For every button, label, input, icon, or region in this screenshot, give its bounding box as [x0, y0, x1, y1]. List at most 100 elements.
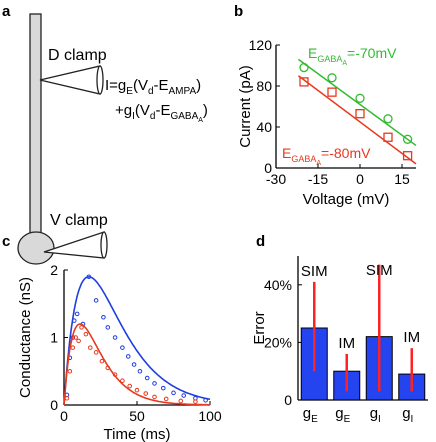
data-point-blue — [112, 335, 118, 340]
y-axis-label: Error — [251, 311, 268, 344]
d-clamp-label: D clamp — [48, 47, 107, 64]
data-point-red — [120, 378, 125, 384]
x-category-label-1: gE — [335, 405, 350, 425]
y-tick-label: 120 — [249, 37, 273, 53]
data-point-red — [134, 387, 140, 393]
panel-a-letter: a — [2, 3, 11, 20]
data-point-green — [383, 114, 393, 124]
y-tick-label: 0 — [284, 392, 292, 408]
soma — [17, 231, 55, 265]
panel-c-letter: c — [2, 233, 10, 250]
data-point-red — [127, 383, 132, 389]
panel-b-letter: b — [234, 3, 243, 20]
data-point-red — [87, 345, 93, 350]
y-tick-label: 40 — [256, 119, 272, 135]
y-axis-label: Conductance (nS) — [17, 277, 34, 398]
data-point-red — [64, 395, 70, 401]
bar-tag-3: IM — [403, 329, 420, 346]
data-point-blue — [71, 318, 77, 323]
data-point-red — [73, 335, 78, 340]
data-point-red — [79, 325, 84, 330]
dendrite — [29, 13, 42, 235]
data-point-blue — [181, 393, 187, 398]
x-tick-label: -30 — [266, 171, 286, 187]
data-point-blue — [203, 397, 208, 403]
bar-tag-0: SIM — [301, 263, 328, 280]
y-tick-label: 0 — [50, 397, 58, 413]
x-category-label-2: gI — [370, 405, 381, 425]
data-point-blue — [101, 314, 106, 320]
data-point-red — [99, 358, 105, 364]
data-point-blue — [125, 354, 131, 359]
data-point-red — [67, 368, 73, 374]
fit-curve-red — [63, 323, 210, 406]
data-point-blue — [93, 298, 99, 303]
legend-label-red: EGABAA=-80mV — [282, 145, 371, 167]
data-point-red — [93, 350, 99, 355]
y-tick-label: 80 — [256, 78, 272, 94]
data-point-blue — [160, 385, 166, 391]
data-point-blue — [144, 375, 150, 381]
y-axis-label: Current (pA) — [237, 65, 254, 148]
v-clamp-label: V clamp — [50, 212, 108, 229]
data-point-blue — [171, 390, 176, 396]
x-tick-label: -15 — [308, 171, 328, 187]
data-point-green — [355, 93, 365, 103]
data-point-red — [178, 398, 184, 404]
x-category-label-3: gI — [402, 405, 413, 425]
legend-label-green: EGABAA=-70mV — [308, 45, 397, 67]
data-point-red — [76, 338, 81, 344]
fit-curve-blue — [63, 275, 211, 406]
data-point-red — [163, 396, 169, 402]
bar-tag-2: SIM — [366, 262, 393, 279]
data-point-red — [355, 109, 365, 119]
y-tick-label: 40% — [264, 277, 292, 293]
bar-tag-1: IM — [338, 335, 355, 352]
x-tick-label: 50 — [129, 408, 145, 424]
data-point-blue — [74, 311, 80, 317]
x-tick-label: 0 — [356, 171, 364, 187]
data-point-green — [402, 134, 413, 144]
neuron-schematic — [17, 13, 108, 265]
y-tick-label: 2 — [50, 262, 58, 278]
data-point-red — [70, 345, 76, 350]
data-point-blue — [86, 274, 92, 280]
data-point-red — [105, 365, 111, 371]
panel-c-chart: 0 50 100 0 1 2 Time (ms) Conductance (nS) — [17, 262, 222, 442]
data-point-blue — [137, 368, 143, 374]
data-point-red — [193, 399, 198, 404]
panel-d-letter: d — [256, 233, 265, 250]
data-point-red — [327, 87, 337, 97]
data-point-green — [327, 73, 337, 83]
data-point-green — [299, 62, 309, 73]
data-point-red — [402, 151, 413, 161]
data-point-blue — [152, 381, 157, 386]
x-tick-label: 15 — [394, 171, 410, 187]
x-category-label-0: gE — [303, 405, 318, 425]
x-tick-label: 100 — [198, 408, 222, 424]
data-point-red — [112, 372, 118, 377]
y-tick-label: 0 — [264, 160, 272, 176]
x-axis-label: Voltage (mV) — [303, 191, 390, 208]
d-clamp-electrode-tip — [96, 65, 104, 95]
data-point-red — [152, 394, 157, 400]
x-axis-label: Time (ms) — [104, 426, 171, 442]
fit-line-green — [297, 58, 417, 147]
data-point-red — [83, 331, 89, 337]
d-clamp-electrode — [39, 65, 101, 95]
data-point-red — [299, 77, 309, 87]
y-tick-label: 20% — [264, 334, 292, 350]
panel-b-chart: -30 -15 0 15 0 40 80 120 Voltage (mV) Current (pA… — [237, 37, 417, 208]
fit-line-red — [297, 75, 417, 165]
equation-line-1: I=gE(Vd-EAMPA) — [105, 77, 201, 97]
data-point-blue — [120, 345, 125, 350]
data-point-red — [383, 132, 393, 142]
x-tick-label: 0 — [60, 408, 68, 424]
data-point-blue — [105, 325, 111, 330]
v-clamp-electrode-tip — [100, 231, 108, 259]
y-tick-label: 1 — [50, 330, 58, 346]
data-point-blue — [131, 362, 137, 367]
equation-line-2: +gI(Vd-EGABAA) — [115, 102, 208, 124]
data-point-red — [143, 391, 149, 396]
